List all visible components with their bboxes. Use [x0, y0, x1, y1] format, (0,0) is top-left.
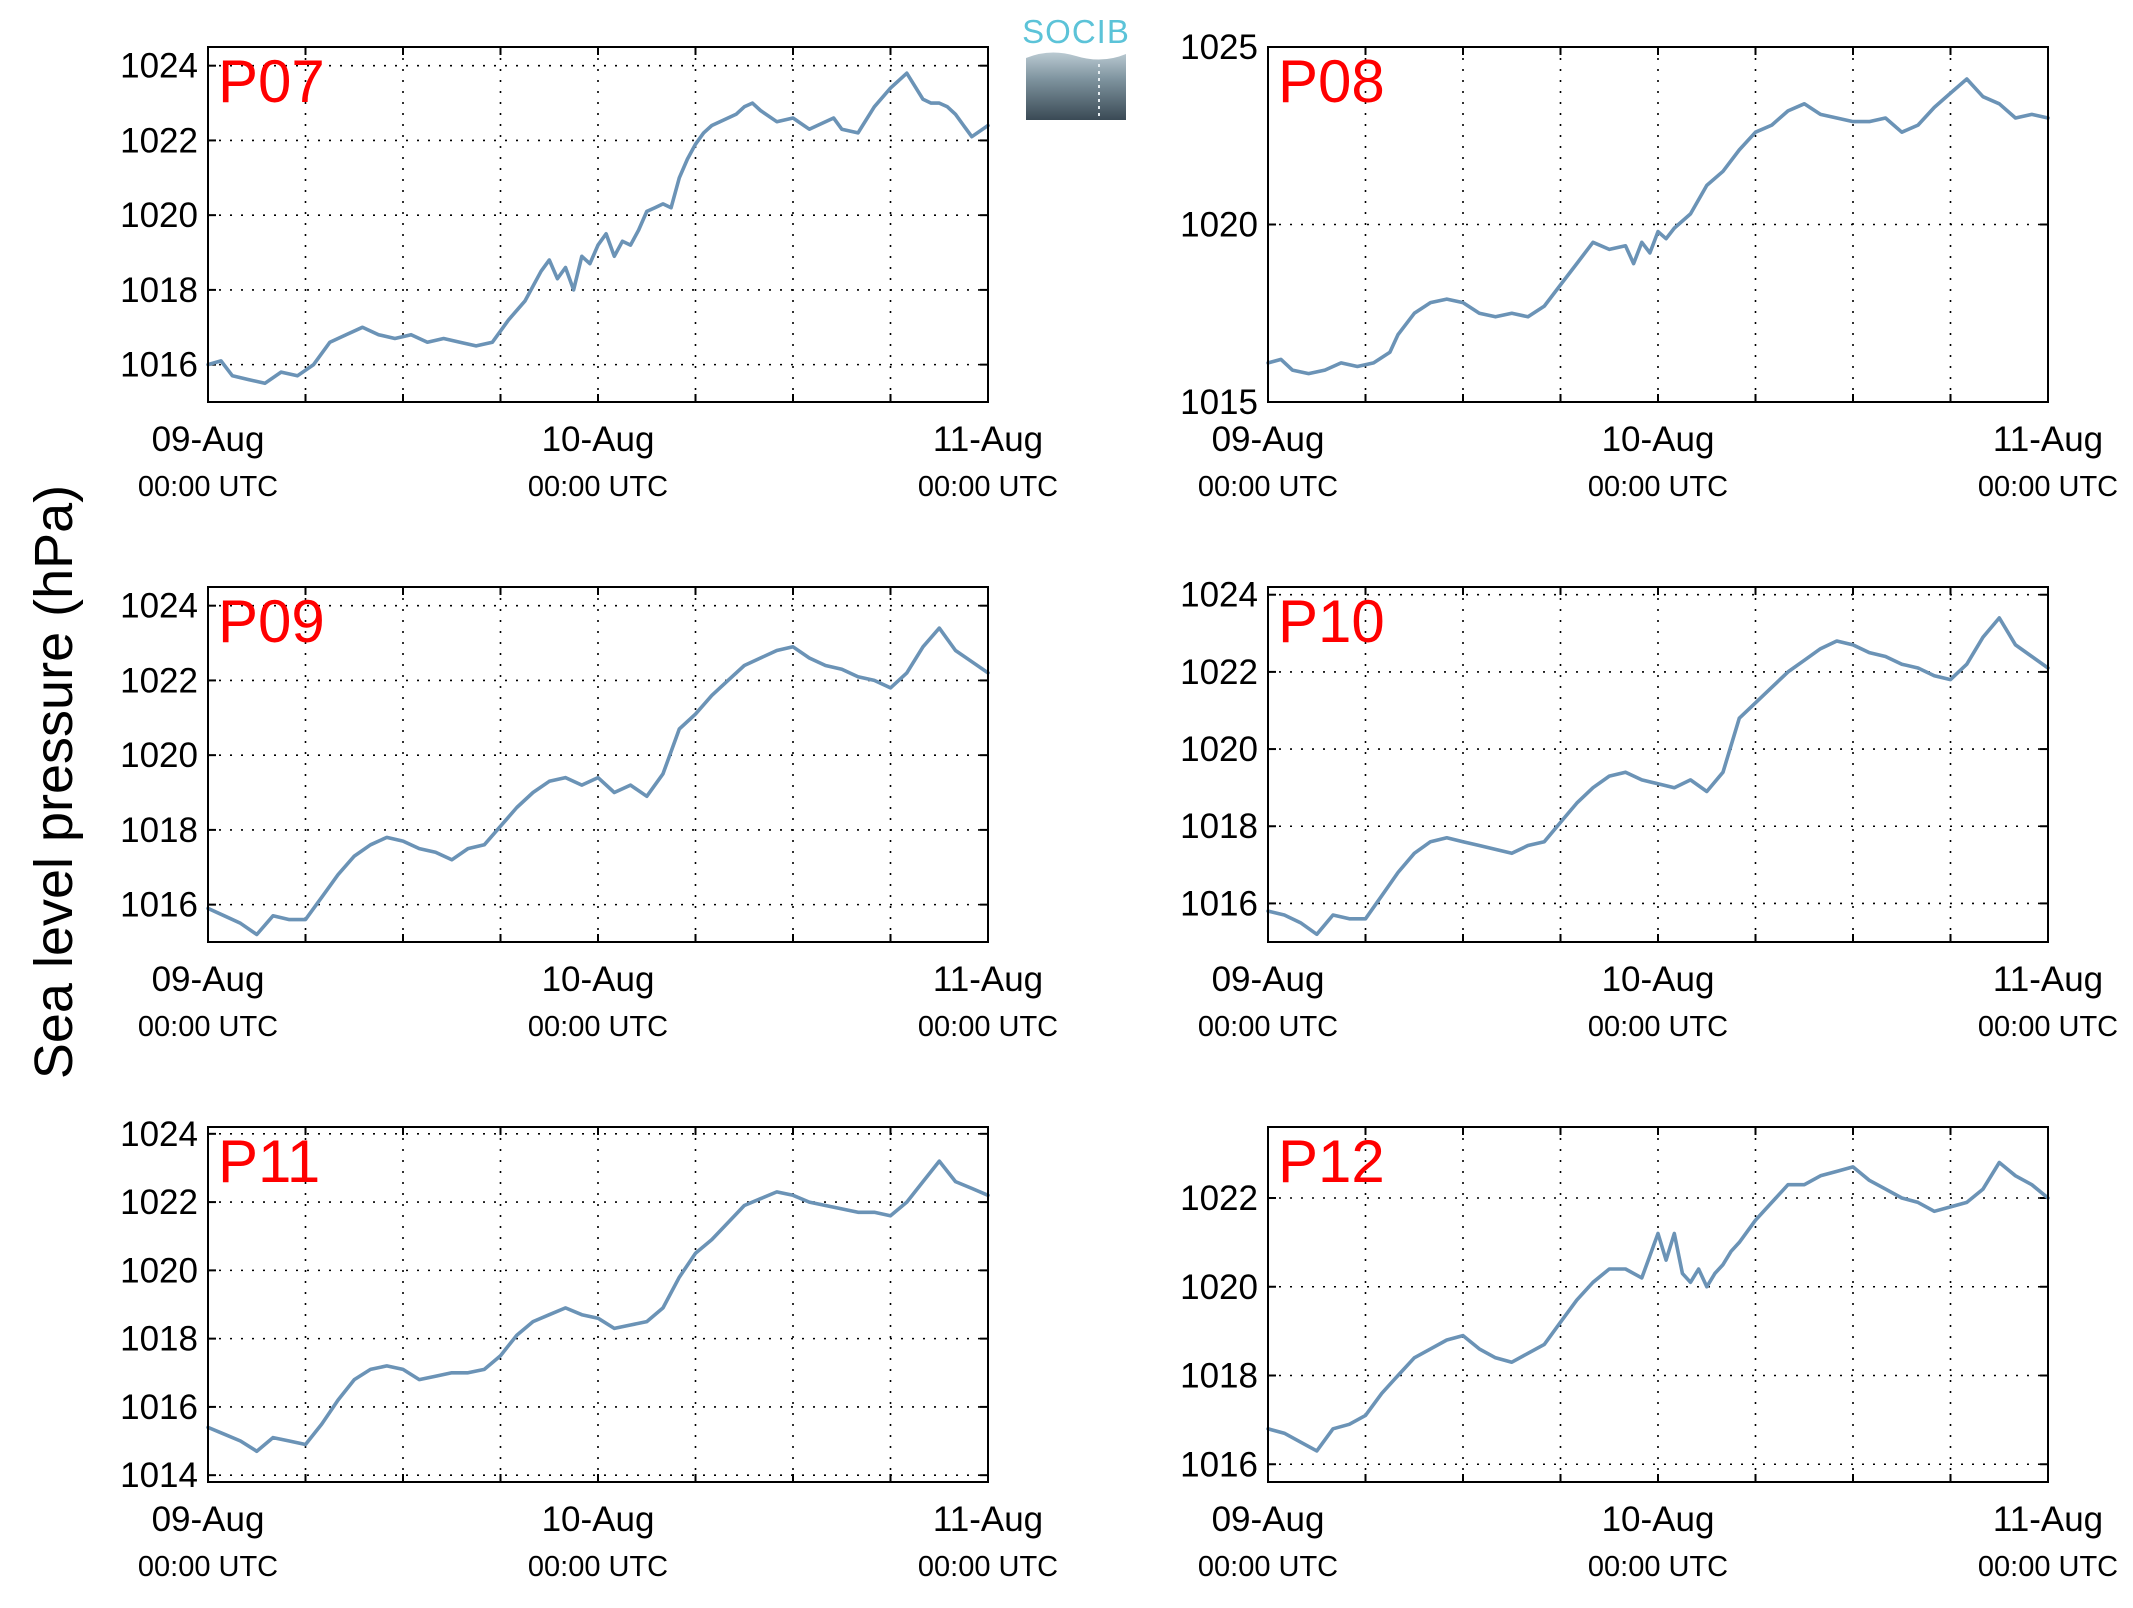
plot-frame	[1267, 586, 2049, 943]
x-tick-time-label: 00:00 UTC	[918, 1011, 1058, 1043]
x-tick-date-label: 10-Aug	[542, 960, 655, 999]
x-tick-date-label: 09-Aug	[152, 1500, 265, 1539]
socib-logo: SOCIB	[1022, 13, 1130, 120]
x-tick-date-label: 10-Aug	[1602, 1500, 1715, 1539]
y-tick-label: 1025	[1180, 28, 1258, 67]
pressure-series-line-p12	[1266, 1160, 2050, 1453]
panel-p11: 1014 1016 1018 1020 1022 1024 09-Aug 00:00 UTC 1…	[120, 1115, 1058, 1583]
y-axis-label: Sea level pressure (hPa)	[24, 485, 84, 1079]
pressure-series-line-p08	[1266, 77, 2050, 376]
y-tick-label: 1015	[1180, 383, 1258, 422]
y-tick-label: 1016	[120, 346, 198, 385]
x-tick-time-label: 00:00 UTC	[1978, 1551, 2118, 1583]
x-tick-date-label: 11-Aug	[1993, 420, 2103, 459]
y-tick-label: 1016	[1180, 884, 1258, 923]
y-tick-label: 1020	[1180, 206, 1258, 245]
panel-label: P12	[1278, 1128, 1385, 1195]
x-tick-date-label: 10-Aug	[1602, 960, 1715, 999]
x-tick-time-label: 00:00 UTC	[1198, 471, 1338, 503]
x-tick-date-label: 10-Aug	[542, 1500, 655, 1539]
plot-frame	[1267, 1126, 2049, 1483]
x-tick-date-label: 11-Aug	[1993, 960, 2103, 999]
logo-text: SOCIB	[1022, 13, 1130, 50]
y-tick-label: 1020	[120, 196, 198, 235]
plot-frame	[207, 586, 989, 943]
x-tick-date-label: 10-Aug	[1602, 420, 1715, 459]
y-tick-label: 1020	[120, 1251, 198, 1290]
x-tick-time-label: 00:00 UTC	[1978, 471, 2118, 503]
y-tick-label: 1022	[1180, 653, 1258, 692]
y-tick-label: 1016	[120, 1388, 198, 1427]
x-tick-date-label: 10-Aug	[542, 420, 655, 459]
pressure-series-line-p10	[1266, 616, 2050, 937]
panel-label: P11	[218, 1128, 320, 1195]
x-tick-date-label: 11-Aug	[933, 420, 1043, 459]
plot-frame	[1267, 46, 2049, 403]
x-tick-time-label: 00:00 UTC	[1978, 1011, 2118, 1043]
pressure-series-line-p07	[206, 71, 990, 386]
panel-p12: 1016 1018 1020 1022 09-Aug 00:00 UTC 10-Aug 00:…	[1180, 1126, 2118, 1583]
x-tick-date-label: 09-Aug	[1212, 960, 1325, 999]
pressure-series-line-p09	[206, 626, 990, 937]
y-tick-label: 1022	[1180, 1179, 1258, 1218]
panel-label: P07	[218, 48, 325, 115]
x-tick-time-label: 00:00 UTC	[528, 1551, 668, 1583]
y-tick-label: 1022	[120, 1183, 198, 1222]
y-tick-label: 1024	[120, 587, 198, 626]
x-tick-date-label: 11-Aug	[933, 960, 1043, 999]
y-tick-label: 1018	[120, 811, 198, 850]
x-tick-time-label: 00:00 UTC	[528, 471, 668, 503]
x-tick-time-label: 00:00 UTC	[1588, 1551, 1728, 1583]
plot-frame	[207, 46, 989, 403]
y-tick-label: 1024	[120, 47, 198, 86]
panel-p09: 1016 1018 1020 1022 1024 09-Aug 00:00 UTC 10-Au…	[120, 586, 1058, 1043]
y-tick-label: 1018	[120, 1320, 198, 1359]
x-tick-time-label: 00:00 UTC	[1198, 1011, 1338, 1043]
x-tick-time-label: 00:00 UTC	[918, 471, 1058, 503]
y-tick-label: 1022	[120, 661, 198, 700]
y-tick-label: 1024	[1180, 576, 1258, 615]
plot-frame	[207, 1126, 989, 1483]
x-tick-date-label: 11-Aug	[1993, 1500, 2103, 1539]
x-tick-time-label: 00:00 UTC	[138, 471, 278, 503]
panel-p08: 1015 1020 1025 09-Aug 00:00 UTC 10-Aug 00:00 U…	[1180, 28, 2118, 503]
y-tick-label: 1018	[120, 271, 198, 310]
x-tick-time-label: 00:00 UTC	[138, 1011, 278, 1043]
y-tick-label: 1014	[120, 1456, 198, 1495]
panel-p07: 1016 1018 1020 1022 1024 09-Aug 00:00 UTC 10-Au…	[120, 46, 1058, 503]
panel-p10: 1016 1018 1020 1022 1024 09-Aug 00:00 UTC 10-Au…	[1180, 576, 2118, 1043]
x-tick-time-label: 00:00 UTC	[138, 1551, 278, 1583]
y-tick-label: 1018	[1180, 1357, 1258, 1396]
x-tick-time-label: 00:00 UTC	[918, 1551, 1058, 1583]
x-tick-date-label: 09-Aug	[152, 420, 265, 459]
y-tick-label: 1020	[120, 736, 198, 775]
y-tick-label: 1022	[120, 121, 198, 160]
y-tick-label: 1024	[120, 1115, 198, 1154]
y-tick-label: 1016	[1180, 1445, 1258, 1484]
y-tick-label: 1016	[120, 886, 198, 925]
y-tick-label: 1020	[1180, 1268, 1258, 1307]
x-tick-date-label: 09-Aug	[1212, 420, 1325, 459]
x-tick-time-label: 00:00 UTC	[1198, 1551, 1338, 1583]
x-tick-time-label: 00:00 UTC	[528, 1011, 668, 1043]
x-tick-date-label: 11-Aug	[933, 1500, 1043, 1539]
y-tick-label: 1018	[1180, 807, 1258, 846]
x-tick-date-label: 09-Aug	[1212, 1500, 1325, 1539]
y-tick-label: 1020	[1180, 730, 1258, 769]
pressure-series-line-p11	[206, 1159, 990, 1454]
x-tick-time-label: 00:00 UTC	[1588, 471, 1728, 503]
panel-label: P09	[218, 588, 325, 655]
panel-label: P08	[1278, 48, 1385, 115]
x-tick-time-label: 00:00 UTC	[1588, 1011, 1728, 1043]
x-tick-date-label: 09-Aug	[152, 960, 265, 999]
panel-label: P10	[1278, 588, 1385, 655]
